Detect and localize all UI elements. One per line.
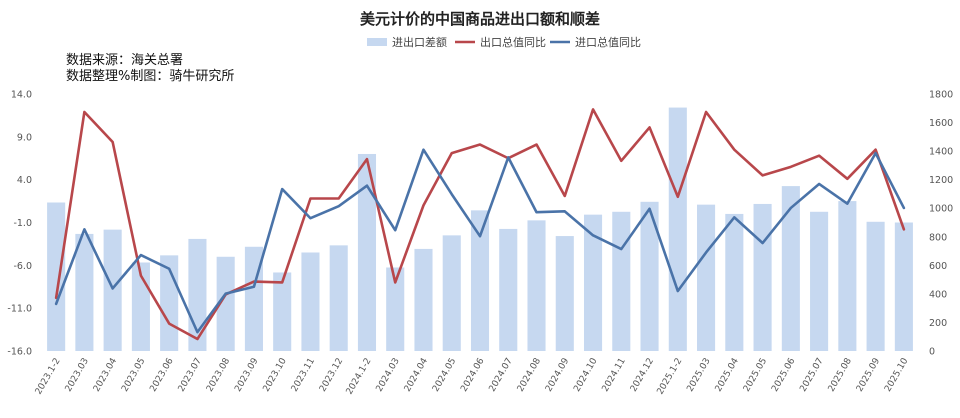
x-tick-label: 2023.06 xyxy=(148,356,175,393)
x-tick-label: 2023.11 xyxy=(290,357,317,394)
x-tick-label: 2024.05 xyxy=(431,357,458,394)
x-tick-label: 2023.07 xyxy=(177,357,204,394)
bar-balance-19 xyxy=(583,214,603,351)
right-tick-label: 1800 xyxy=(929,90,953,101)
left-tick-label: 14.0 xyxy=(11,90,32,101)
bar-balance-17 xyxy=(527,220,546,351)
bar-balance-12 xyxy=(386,267,405,351)
x-tick-label: 2025.10 xyxy=(883,356,910,393)
x-tick-label: 2024.10 xyxy=(572,356,599,393)
bar-balance-16 xyxy=(499,228,518,351)
right-tick-label: 1200 xyxy=(929,175,953,186)
import-yoy-line xyxy=(54,148,906,334)
x-tick-label: 2023.05 xyxy=(120,357,147,394)
bar-balance-6 xyxy=(216,256,235,351)
x-tick-label: 2025.05 xyxy=(742,357,769,394)
bars-layer xyxy=(47,107,913,351)
legend-label-balance: 进出口差额 xyxy=(392,35,447,49)
bar-balance-13 xyxy=(414,248,433,351)
right-tick-label: 1400 xyxy=(929,147,953,158)
bar-balance-27 xyxy=(810,211,829,351)
x-tick-label: 2025.04 xyxy=(714,356,741,393)
bar-balance-22 xyxy=(668,107,687,351)
x-tick-label: 2023.1-2 xyxy=(34,357,63,397)
source-note: 数据来源：海关总署 xyxy=(66,53,183,68)
bar-balance-11 xyxy=(357,153,377,351)
left-tick-label: -16.0 xyxy=(7,347,32,358)
left-tick-label: -11.0 xyxy=(7,304,32,315)
right-tick-label: 800 xyxy=(929,232,947,243)
bar-balance-21 xyxy=(640,201,659,351)
x-tick-label: 2024.12 xyxy=(629,357,656,394)
bar-balance-29 xyxy=(866,221,885,351)
x-tick-label: 2024.04 xyxy=(403,356,430,393)
bar-balance-20 xyxy=(612,211,631,351)
bar-balance-26 xyxy=(781,186,800,351)
x-tick-label: 2023.03 xyxy=(64,357,91,394)
right-axis-ticks: 1800 1600 1400 1200 1000 800 600 400 200 0 xyxy=(929,90,953,358)
bar-balance-1 xyxy=(75,233,94,351)
right-tick-label: 200 xyxy=(929,318,947,329)
x-tick-label: 2025.03 xyxy=(685,357,712,394)
left-tick-label: -6.0 xyxy=(13,261,32,272)
x-tick-label: 2024.06 xyxy=(459,356,486,393)
x-tick-label: 2025.06 xyxy=(770,356,797,393)
legend: 进出口差额 出口总值同比 进口总值同比 xyxy=(367,35,641,49)
right-tick-label: 0 xyxy=(929,347,935,358)
x-tick-label: 2025.08 xyxy=(827,356,854,393)
left-axis-ticks: 14.0 9.0 4.0 -1.0 -6.0 -11.0 -16.0 xyxy=(7,90,32,358)
x-tick-label: 2024.09 xyxy=(544,356,571,393)
left-tick-label: 9.0 xyxy=(17,132,32,143)
bar-balance-28 xyxy=(838,201,857,351)
legend-swatch-balance xyxy=(367,38,387,46)
left-tick-label: -1.0 xyxy=(13,218,32,229)
right-tick-label: 600 xyxy=(929,261,947,272)
x-tick-label: 2024.08 xyxy=(516,356,543,393)
x-tick-label: 2025.1-2 xyxy=(656,357,685,397)
bar-balance-14 xyxy=(442,235,461,351)
bar-balance-9 xyxy=(301,252,320,351)
x-tick-label: 2023.12 xyxy=(318,357,345,394)
legend-label-import: 进口总值同比 xyxy=(575,35,641,49)
x-tick-label: 2025.07 xyxy=(798,357,825,394)
x-tick-label: 2023.08 xyxy=(205,356,232,393)
credit-note: 数据整理%制图：骑牛研究所 xyxy=(66,69,234,84)
x-axis-ticks: 2023.1-2 2023.03 2023.04 2023.05 2023.06 2023… xyxy=(34,356,911,396)
x-tick-label: 2024.03 xyxy=(375,357,402,394)
x-tick-label: 2023.09 xyxy=(233,356,260,393)
x-tick-label: 2024.1-2 xyxy=(345,357,374,397)
chart-title: 美元计价的中国商品进出口额和顺差 xyxy=(360,10,600,28)
bar-balance-18 xyxy=(555,236,574,351)
bar-balance-24 xyxy=(725,213,744,351)
right-tick-label: 1000 xyxy=(929,204,953,215)
x-tick-label: 2023.04 xyxy=(92,356,119,393)
bar-balance-10 xyxy=(329,245,348,351)
x-tick-label: 2023.10 xyxy=(262,356,289,393)
bar-balance-23 xyxy=(697,204,716,351)
bar-balance-30 xyxy=(894,222,913,351)
legend-label-export: 出口总值同比 xyxy=(480,35,546,49)
x-tick-label: 2024.11 xyxy=(601,357,628,394)
bar-balance-15 xyxy=(470,210,490,351)
bar-balance-2 xyxy=(103,229,122,351)
x-tick-label: 2024.07 xyxy=(488,357,515,394)
bar-balance-25 xyxy=(753,203,772,351)
lines-layer xyxy=(54,108,906,341)
right-tick-label: 1600 xyxy=(929,118,953,129)
right-tick-label: 400 xyxy=(929,289,947,300)
bar-balance-8 xyxy=(273,272,292,351)
bar-balance-0 xyxy=(47,202,66,351)
export-yoy-line xyxy=(54,108,906,341)
left-tick-label: 4.0 xyxy=(17,175,32,186)
x-tick-label: 2025.09 xyxy=(855,356,882,393)
